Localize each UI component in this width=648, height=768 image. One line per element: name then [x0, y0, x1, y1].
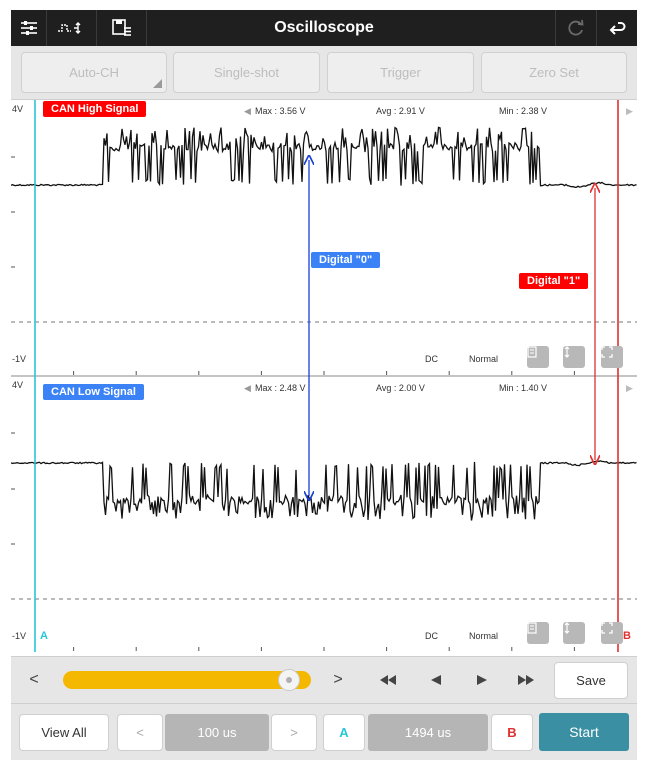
playback-controls: < > Save	[11, 656, 637, 703]
signal-adjust-icon[interactable]	[47, 10, 97, 46]
view-all-button[interactable]: View All	[19, 714, 109, 751]
digital1-badge: Digital "1"	[519, 273, 589, 289]
zero-set-label: Zero Set	[529, 65, 579, 80]
next-button[interactable]: >	[333, 671, 343, 688]
start-button[interactable]: Start	[539, 713, 629, 751]
rewind-button[interactable]	[373, 667, 403, 693]
ch1-offset-button[interactable]	[563, 346, 585, 368]
timebase-decrease-button[interactable]: <	[117, 714, 163, 751]
ch1-scroll-right-icon[interactable]: ▶	[626, 106, 633, 116]
cursor-b-marker[interactable]: B	[623, 630, 631, 642]
fast-forward-icon	[518, 675, 534, 685]
timebase-controls: View All < 100 us > A 1494 us B Start	[11, 703, 637, 760]
ch1-coupling: DC	[425, 354, 438, 364]
refresh-icon[interactable]	[555, 10, 597, 46]
ch1-time-ticks	[73, 371, 575, 375]
timeline-slider[interactable]	[63, 671, 311, 689]
cursor-a-marker[interactable]: A	[40, 630, 48, 642]
ch2-offset-icon	[564, 622, 570, 634]
waveform-canvas	[11, 100, 637, 652]
fast-forward-button[interactable]	[511, 667, 541, 693]
ch2-bottom-label: -1V	[12, 631, 27, 641]
ch2-name-badge: CAN Low Signal	[43, 384, 144, 400]
cursor-delta-value: 1494 us	[368, 714, 488, 751]
ch1-bottom-label: -1V	[12, 354, 27, 364]
prev-button[interactable]: <	[29, 671, 39, 688]
cursor-a-button[interactable]: A	[323, 714, 365, 751]
trigger-button[interactable]: Trigger	[327, 52, 474, 93]
step-forward-icon	[477, 675, 487, 685]
ch1-min: Min : 2.38 V	[499, 106, 548, 116]
ch1-top-label: 4V	[12, 104, 24, 114]
slider-thumb-dot	[285, 677, 292, 683]
single-shot-label: Single-shot	[213, 65, 280, 80]
step-back-icon	[431, 675, 441, 685]
ch2-expand-button[interactable]	[601, 622, 623, 644]
ch2-scale-button[interactable]	[527, 622, 549, 644]
timebase-increase-button[interactable]: >	[271, 714, 317, 751]
ch2-coupling: DC	[425, 631, 438, 641]
ch2-max: Max : 2.48 V	[255, 383, 306, 393]
rewind-icon	[380, 675, 396, 685]
ch2-scale-icon	[527, 622, 537, 634]
save-file-icon[interactable]	[97, 10, 147, 46]
ch2-expand-icon	[601, 622, 613, 634]
trigger-label: Trigger	[380, 65, 421, 80]
ch2-time-ticks	[73, 647, 575, 651]
auto-ch-label: Auto-CH	[69, 65, 119, 80]
left-axis-ticks	[11, 156, 15, 545]
ch2-mode: Normal	[469, 631, 499, 641]
step-back-button[interactable]	[421, 667, 451, 693]
slider-thumb[interactable]	[277, 669, 300, 691]
ch2-min: Min : 1.40 V	[499, 383, 548, 393]
ch1-expand-button[interactable]	[601, 346, 623, 368]
can-high-waveform	[11, 126, 637, 188]
oscilloscope-plot[interactable]: 4V CAN High Signal ◀ Max : 3.56 V Avg : …	[11, 100, 637, 652]
auto-ch-button[interactable]: Auto-CH	[21, 52, 167, 93]
sliders-icon[interactable]	[11, 10, 47, 46]
ch1-expand-icon	[601, 346, 613, 358]
ch1-name-badge: CAN High Signal	[43, 101, 147, 117]
back-icon[interactable]	[597, 10, 637, 46]
app-header: Oscilloscope	[11, 10, 637, 46]
action-toolbar: Auto-CH Single-shot Trigger Zero Set	[11, 46, 637, 100]
ch2-offset-button[interactable]	[563, 622, 585, 644]
ch2-scroll-left-icon[interactable]: ◀	[244, 383, 251, 393]
cursor-b-button[interactable]: B	[491, 714, 533, 751]
timebase-value: 100 us	[165, 714, 269, 751]
ch1-scroll-left-icon[interactable]: ◀	[244, 106, 251, 116]
digital0-badge: Digital "0"	[311, 252, 381, 268]
ch1-offset-icon	[564, 346, 570, 358]
ch1-scale-button[interactable]	[527, 346, 549, 368]
can-low-waveform	[11, 460, 637, 521]
ch1-scale-icon	[527, 346, 537, 358]
ch2-scroll-right-icon[interactable]: ▶	[626, 383, 633, 393]
save-button[interactable]: Save	[554, 662, 628, 699]
dropdown-corner-icon	[153, 79, 162, 88]
ch1-avg: Avg : 2.91 V	[376, 106, 425, 116]
ch1-mode: Normal	[469, 354, 499, 364]
step-forward-button[interactable]	[467, 667, 497, 693]
zero-set-button[interactable]: Zero Set	[481, 52, 627, 93]
single-shot-button[interactable]: Single-shot	[173, 52, 320, 93]
ch1-max: Max : 3.56 V	[255, 106, 306, 116]
ch2-top-label: 4V	[12, 380, 24, 390]
ch2-avg: Avg : 2.00 V	[376, 383, 425, 393]
